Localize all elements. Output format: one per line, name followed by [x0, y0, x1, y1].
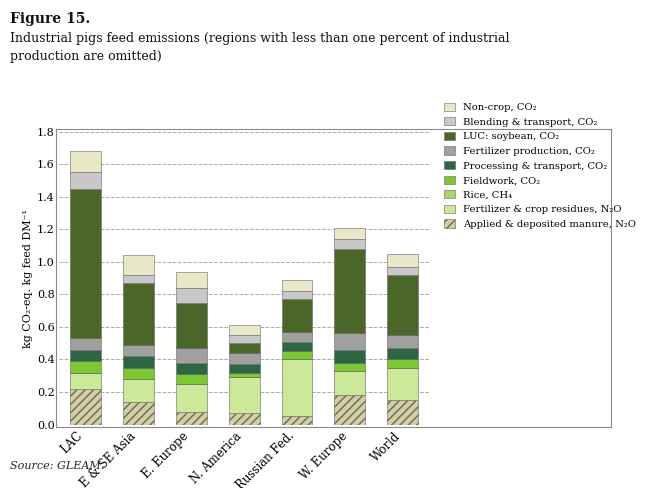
Bar	[176, 363, 207, 374]
Bar	[229, 325, 259, 335]
Bar	[229, 413, 259, 425]
Bar	[282, 360, 312, 416]
Bar	[229, 365, 259, 372]
Bar	[123, 345, 154, 356]
Bar	[387, 360, 418, 367]
Bar	[282, 332, 312, 342]
Bar	[282, 351, 312, 360]
Bar	[335, 371, 365, 395]
Bar	[123, 283, 154, 345]
Bar	[71, 372, 101, 389]
Bar	[71, 151, 101, 172]
Bar	[71, 350, 101, 361]
Bar	[282, 342, 312, 351]
Bar	[282, 416, 312, 425]
Bar	[71, 389, 101, 425]
Bar	[387, 275, 418, 335]
Bar	[387, 254, 418, 267]
Bar	[387, 267, 418, 275]
Bar	[71, 172, 101, 189]
Bar	[229, 377, 259, 413]
Bar	[387, 367, 418, 400]
Bar	[335, 239, 365, 249]
Bar	[387, 335, 418, 348]
Bar	[123, 402, 154, 425]
Bar	[387, 400, 418, 425]
Bar	[282, 299, 312, 332]
Text: Industrial pigs feed emissions (regions with less than one percent of industrial: Industrial pigs feed emissions (regions …	[10, 32, 510, 63]
Bar	[335, 395, 365, 425]
Bar	[282, 280, 312, 291]
Text: Figure 15.: Figure 15.	[10, 12, 90, 26]
Y-axis label: kg CO₂-eq. kg feed DM⁻¹: kg CO₂-eq. kg feed DM⁻¹	[22, 209, 32, 347]
Bar	[176, 288, 207, 303]
Bar	[176, 384, 207, 411]
Bar	[176, 411, 207, 425]
Bar	[229, 343, 259, 353]
Text: Source: GLEAM.: Source: GLEAM.	[10, 461, 104, 471]
Bar	[176, 272, 207, 288]
Bar	[282, 291, 312, 299]
Bar	[335, 350, 365, 363]
Bar	[335, 228, 365, 239]
Bar	[123, 275, 154, 283]
Bar	[123, 379, 154, 402]
Bar	[176, 374, 207, 384]
Legend: Non-crop, CO₂, Blending & transport, CO₂, LUC: soybean, CO₂, Fertilizer producti: Non-crop, CO₂, Blending & transport, CO₂…	[444, 102, 636, 229]
Bar	[229, 372, 259, 377]
Bar	[123, 255, 154, 275]
Bar	[123, 367, 154, 379]
Bar	[335, 249, 365, 333]
Bar	[176, 348, 207, 363]
Bar	[229, 335, 259, 343]
Bar	[335, 333, 365, 350]
Bar	[71, 189, 101, 338]
Bar	[176, 303, 207, 348]
Bar	[229, 353, 259, 365]
Bar	[335, 363, 365, 371]
Bar	[123, 356, 154, 367]
Bar	[71, 361, 101, 372]
Bar	[387, 348, 418, 360]
Bar	[71, 338, 101, 350]
